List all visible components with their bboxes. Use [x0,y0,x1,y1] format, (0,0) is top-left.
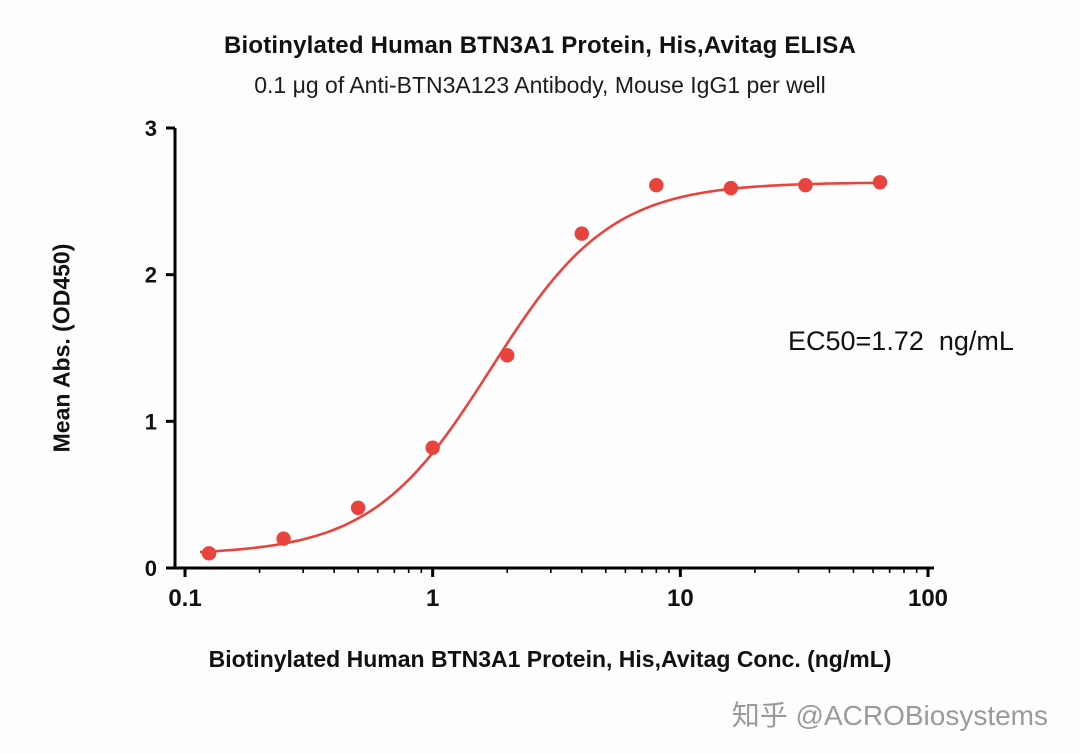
data-point [574,226,589,241]
x-axis-title: Biotinylated Human BTN3A1 Protein, His,A… [208,646,892,672]
chart-subtitle: 0.1 μg of Anti-BTN3A123 Antibody, Mouse … [254,72,826,98]
x-tick-label: 100 [908,585,948,612]
data-point [798,178,813,193]
chart-title: Biotinylated Human BTN3A1 Protein, His,A… [223,32,857,59]
x-tick-label: 0.1 [168,585,201,612]
x-tick-label: 10 [667,585,694,612]
y-tick-label: 1 [145,409,157,434]
data-point [276,531,291,546]
fit-curve [199,181,885,554]
data-point [350,500,366,516]
watermark-text: 知乎 @ACROBiosystems [731,700,1048,731]
y-tick-label: 0 [145,556,157,581]
data-point [872,175,888,190]
x-tick-label: 1 [426,585,439,612]
y-tick-label: 2 [145,263,157,288]
data-point [649,178,664,193]
y-tick-label: 3 [145,116,157,141]
data-point [500,348,515,363]
ec50-annotation: EC50=1.72 ng/mL [788,326,1014,356]
data-point [425,440,440,455]
data-point [723,180,739,196]
data-point [201,546,217,561]
